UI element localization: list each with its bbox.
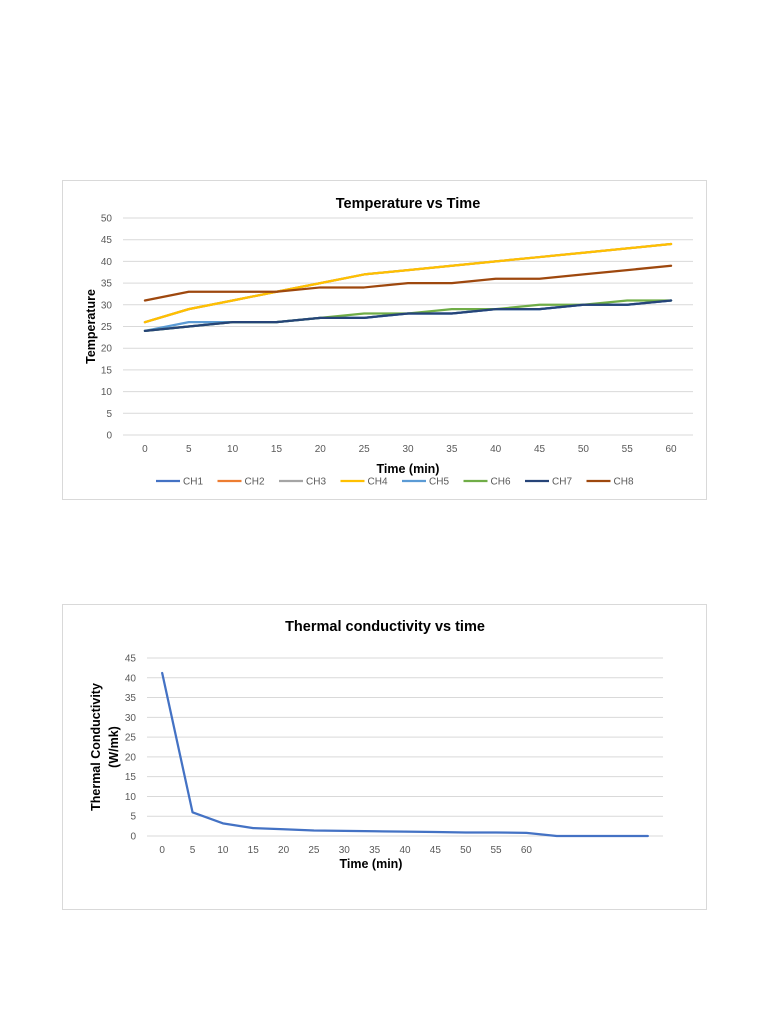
y-tick-label: 5 [130,812,136,823]
y-tick-label: 40 [101,257,113,268]
y-tick-label: 25 [101,322,113,333]
x-axis-label: Time (min) [377,462,440,476]
y-tick-label: 45 [125,654,137,665]
y-axis-label: Temperature [84,289,98,364]
y-tick-label: 0 [106,431,112,442]
x-tick-label: 35 [369,845,381,856]
y-tick-label: 20 [101,344,113,355]
y-tick-label: 10 [125,792,137,803]
x-tick-label: 40 [399,845,411,856]
x-tick-label: 25 [308,845,320,856]
y-tick-label: 30 [101,300,113,311]
x-tick-label: 45 [534,444,546,455]
conductivity-chart: Thermal conductivity vs time 0 5 10 15 20 25 30… [62,604,707,910]
x-tick-label: 15 [271,444,283,455]
y-tick-label: 20 [125,752,137,763]
x-tick-label: 35 [446,444,458,455]
y-tick-label: 10 [101,387,113,398]
y-axis-label-line1: Thermal Conductivity [89,683,103,811]
series-line-ch8 [143,264,673,302]
x-tick-label: 25 [359,444,371,455]
y-tick-label: 35 [125,693,137,704]
x-tick-label: 45 [430,845,442,856]
x-tick-label: 55 [490,845,502,856]
series-line-conductivity [161,671,649,838]
x-tick-label: 20 [278,845,290,856]
y-tick-label: 30 [125,713,137,724]
y-tick-label: 40 [125,673,137,684]
y-tick-label: 25 [125,733,137,744]
x-tick-label: 30 [339,845,351,856]
x-tick-label: 15 [248,845,260,856]
x-tick-label: 40 [490,444,502,455]
x-tick-label: 55 [622,444,634,455]
x-tick-label: 5 [190,845,196,856]
legend-label: CH4 [368,477,388,488]
x-tick-label: 50 [578,444,590,455]
y-axis-label-line2: (W/mk) [107,726,121,768]
x-tick-label: 30 [402,444,414,455]
temperature-chart-svg: Temperature vs Time 0 5 10 15 20 25 30 35 40 45 50 0… [84,196,693,488]
y-tick-label: 45 [101,235,113,246]
y-tick-label: 15 [101,365,113,376]
chart-title: Thermal conductivity vs time [285,619,485,635]
legend-label: CH5 [429,477,449,488]
x-tick-label: 60 [666,444,678,455]
x-tick-label: 50 [460,845,472,856]
chart-title: Temperature vs Time [336,196,481,212]
x-axis-label: Time (min) [340,857,403,871]
x-tick-label: 0 [159,845,165,856]
y-tick-label: 35 [101,279,113,290]
legend-label: CH1 [183,477,203,488]
x-tick-label: 5 [186,444,192,455]
series-line-ch4 [143,242,673,324]
x-tick-label: 60 [521,845,533,856]
y-tick-label: 15 [125,772,137,783]
x-tick-label: 0 [142,444,148,455]
y-tick-label: 0 [130,832,136,843]
y-tick-label: 50 [101,214,113,225]
x-tick-label: 20 [315,444,327,455]
conductivity-chart-svg: Thermal conductivity vs time 0 5 10 15 20 25 30… [89,619,663,871]
legend-label: CH2 [245,477,265,488]
legend-label: CH8 [614,477,634,488]
legend-label: CH7 [552,477,572,488]
legend-label: CH6 [491,477,511,488]
x-tick-label: 10 [227,444,239,455]
series-line-ch7 [143,299,673,332]
y-tick-label: 5 [106,409,112,420]
temperature-chart: Temperature vs Time 0 5 10 15 20 25 30 35 40 45 50 0… [62,180,707,500]
x-tick-label: 10 [217,845,229,856]
legend-label: CH3 [306,477,326,488]
